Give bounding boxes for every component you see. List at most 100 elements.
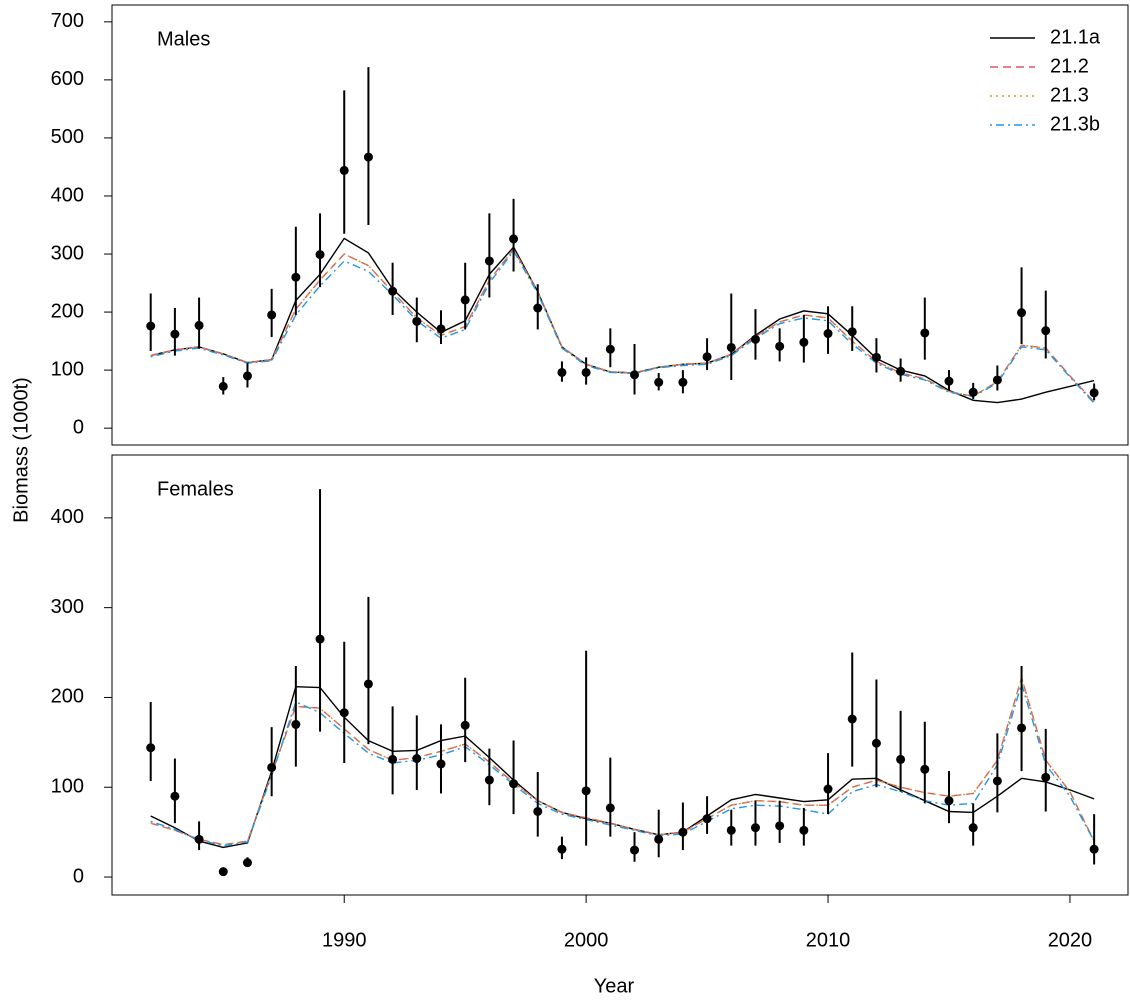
observed-point <box>654 834 664 844</box>
observed-point <box>847 714 857 724</box>
model-line <box>150 685 1095 849</box>
observed-point <box>315 250 325 260</box>
observed-point <box>194 834 204 844</box>
x-tick-label: 2020 <box>1048 929 1093 951</box>
observed-point <box>1017 308 1027 318</box>
observed-point <box>944 376 954 386</box>
observed-point <box>750 823 760 833</box>
observed-point <box>436 759 446 769</box>
observed-point <box>823 329 833 339</box>
x-tick-label: 2010 <box>806 929 851 951</box>
y-tick-label: 100 <box>51 358 84 380</box>
observed-point <box>1041 772 1051 782</box>
y-tick-label: 500 <box>51 126 84 148</box>
observed-point <box>775 821 785 831</box>
observed-point <box>992 375 1002 385</box>
legend-label: 21.1a <box>1050 26 1101 48</box>
legend-label: 21.2 <box>1050 55 1089 77</box>
observed-point <box>678 827 688 837</box>
observed-point <box>678 377 688 387</box>
observed-point <box>726 342 736 352</box>
observed-point <box>509 234 519 244</box>
observed-point <box>630 370 640 380</box>
observed-point <box>1041 326 1051 336</box>
observed-point <box>533 806 543 816</box>
x-axis-label: Year <box>594 975 635 997</box>
observed-point <box>1089 844 1099 854</box>
y-tick-label: 600 <box>51 68 84 90</box>
y-tick-label: 300 <box>51 596 84 618</box>
plot-frame <box>111 454 1129 896</box>
model-line <box>150 248 1095 403</box>
observed-point <box>194 320 204 330</box>
observed-point <box>170 329 180 339</box>
observed-point <box>702 352 712 362</box>
observed-point <box>920 328 930 338</box>
observed-point <box>484 256 494 266</box>
observed-point <box>363 679 373 689</box>
observed-point <box>363 152 373 162</box>
model-line <box>150 675 1095 846</box>
observed-point <box>218 867 228 877</box>
y-tick-label: 200 <box>51 686 84 708</box>
observed-point <box>896 366 906 376</box>
observed-point <box>533 303 543 313</box>
observed-point <box>775 341 785 351</box>
model-line <box>150 681 1095 847</box>
observed-point <box>605 803 615 813</box>
observed-point <box>436 324 446 334</box>
x-tick-label: 1990 <box>322 929 367 951</box>
model-line <box>150 675 1095 846</box>
observed-point <box>267 310 277 320</box>
observed-point <box>630 845 640 855</box>
observed-point <box>557 367 567 377</box>
observed-point <box>968 387 978 397</box>
legend-label: 21.3b <box>1050 113 1100 135</box>
observed-point <box>412 316 422 326</box>
observed-point <box>412 754 422 764</box>
observed-point <box>654 377 664 387</box>
y-tick-label: 400 <box>51 184 84 206</box>
observed-point <box>557 844 567 854</box>
observed-point <box>388 754 398 764</box>
observed-point <box>339 708 349 718</box>
observed-point <box>968 823 978 833</box>
model-line <box>150 249 1095 404</box>
observed-point <box>242 858 252 868</box>
observed-point <box>944 796 954 806</box>
observed-point <box>750 334 760 344</box>
y-tick-label: 0 <box>73 416 84 438</box>
y-tick-label: 300 <box>51 242 84 264</box>
observed-point <box>146 321 156 331</box>
observed-point <box>605 344 615 354</box>
observed-point <box>1089 388 1099 398</box>
observed-point <box>847 327 857 337</box>
observed-point <box>291 272 301 282</box>
observed-point <box>339 165 349 175</box>
observed-point <box>871 738 881 748</box>
observed-point <box>146 743 156 753</box>
observed-point <box>871 352 881 362</box>
y-tick-label: 100 <box>51 776 84 798</box>
panel-title: Males <box>157 28 210 50</box>
observed-point <box>484 775 494 785</box>
y-tick-label: 200 <box>51 300 84 322</box>
observed-point <box>581 786 591 796</box>
y-tick-label: 400 <box>51 506 84 528</box>
observed-point <box>460 720 470 730</box>
observed-point <box>460 295 470 305</box>
observed-point <box>1017 723 1027 733</box>
plot-frame <box>111 4 1129 446</box>
observed-point <box>170 791 180 801</box>
y-tick-label: 700 <box>51 10 84 32</box>
panel-title: Females <box>157 478 234 500</box>
observed-point <box>509 779 519 789</box>
observed-point <box>581 367 591 377</box>
observed-point <box>702 814 712 824</box>
observed-point <box>291 719 301 729</box>
observed-point <box>799 825 809 835</box>
y-axis-label: Biomass (1000t) <box>10 377 32 523</box>
observed-point <box>388 286 398 296</box>
x-tick-label: 2000 <box>564 929 609 951</box>
